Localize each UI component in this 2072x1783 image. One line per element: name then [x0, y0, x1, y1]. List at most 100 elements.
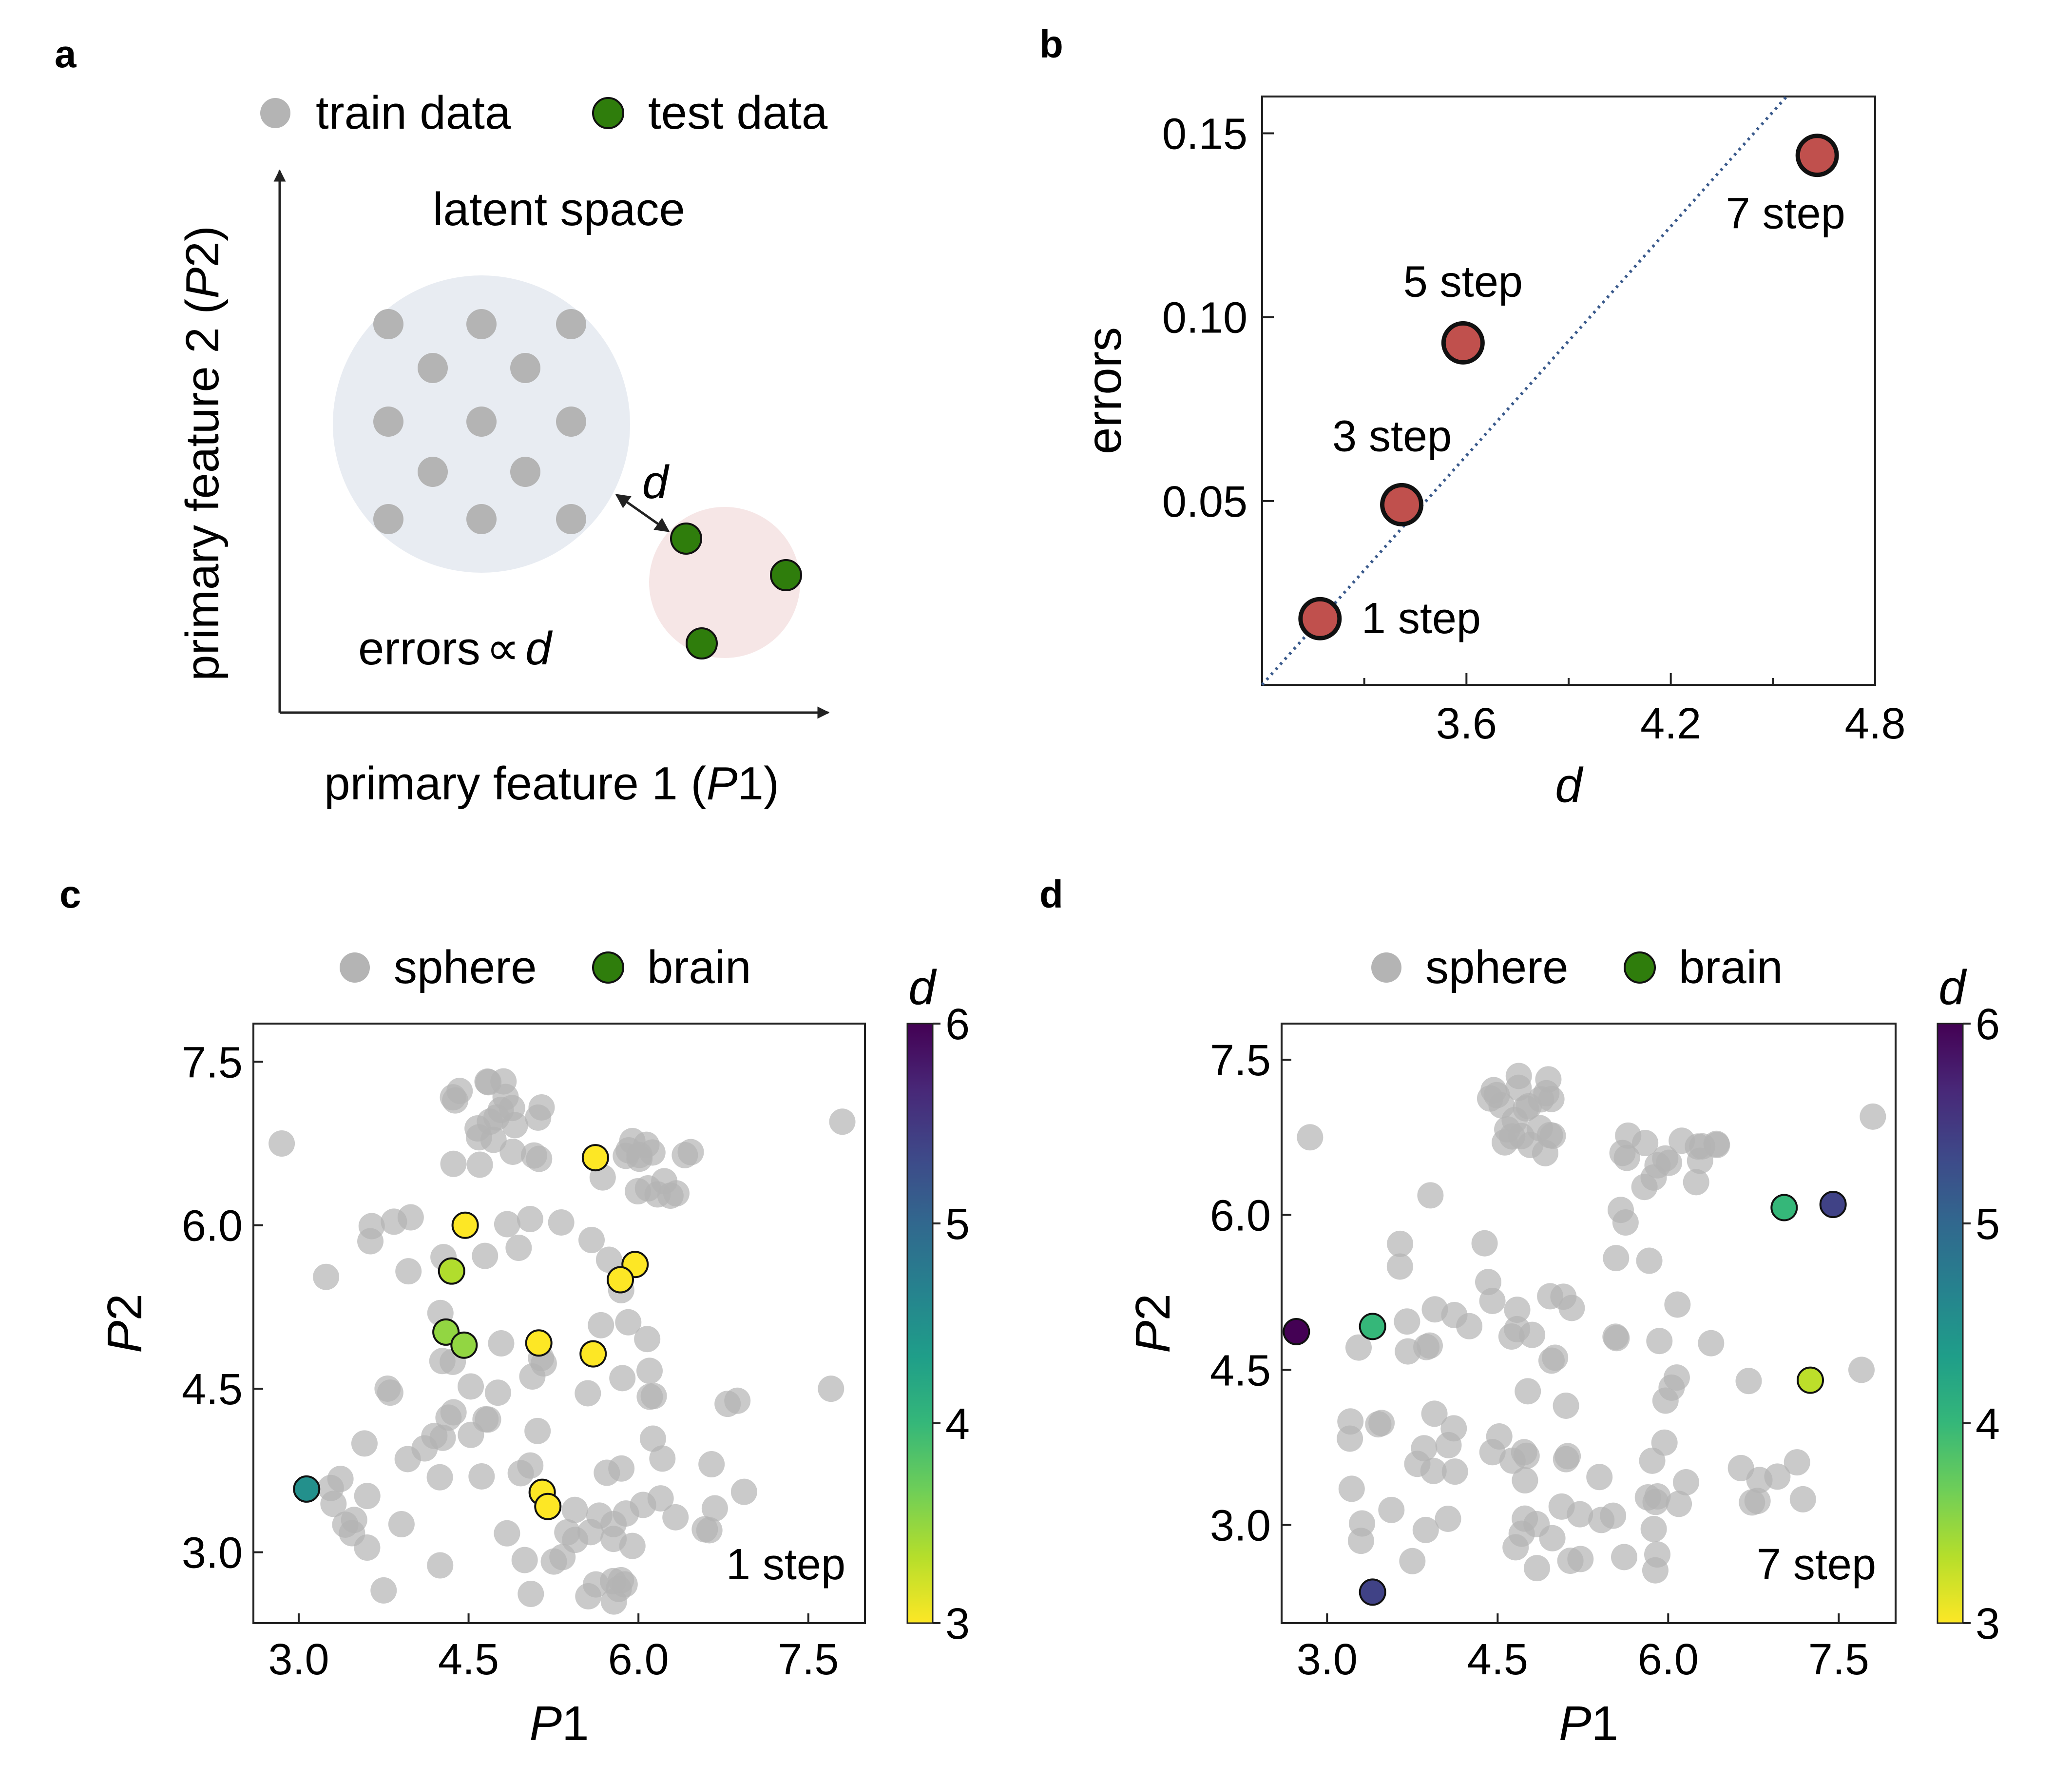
brain-point: [1797, 1366, 1824, 1394]
sphere-point: [1387, 1230, 1414, 1257]
sphere-point: [1338, 1475, 1365, 1502]
sphere-point: [530, 1350, 557, 1377]
sphere-point: [1602, 1323, 1629, 1350]
sphere-point: [1386, 1253, 1413, 1280]
chart-b-y-label: errors: [1077, 327, 1132, 454]
sphere-point: [313, 1263, 340, 1290]
y-tick-label: 0.10: [1162, 294, 1247, 343]
panel-b: b 3.6 4.2 4.8 0.05 0.10 0.15 1 step 3 step 5 ste…: [1039, 22, 1906, 813]
brain-point: [525, 1329, 553, 1357]
train-dot: [510, 353, 540, 383]
brain-point: [1359, 1578, 1386, 1606]
train-dot: [373, 504, 403, 534]
sphere-point: [370, 1577, 397, 1604]
legend-brain-marker: [1624, 951, 1656, 984]
sphere-point: [1735, 1368, 1762, 1395]
sphere-point: [327, 1466, 354, 1492]
colorbar: [906, 1023, 934, 1624]
sphere-point: [1535, 1066, 1562, 1093]
panel-b-label: b: [1039, 22, 1063, 66]
sphere-point: [595, 1246, 622, 1273]
sphere-point: [525, 1104, 552, 1131]
sphere-point: [1417, 1182, 1444, 1209]
sphere-point: [524, 1417, 551, 1444]
colorbar-label: d: [1938, 960, 1967, 1015]
sphere-point: [1646, 1328, 1673, 1355]
train-dot: [556, 309, 586, 339]
sphere-point: [1669, 1127, 1695, 1154]
latent-space-title: latent space: [433, 183, 685, 235]
train-dot: [466, 407, 497, 437]
sphere-point: [320, 1491, 347, 1517]
colorbar: [1937, 1023, 1964, 1624]
chart-c-y-label: P2: [97, 1294, 152, 1353]
sphere-point: [472, 1242, 499, 1269]
sphere-point: [1515, 1378, 1541, 1405]
sphere-point: [1739, 1489, 1765, 1516]
legend-sphere-label: sphere: [1425, 941, 1569, 993]
sphere-point: [1504, 1297, 1531, 1323]
sphere-point: [357, 1228, 384, 1255]
test-dot: [770, 559, 802, 591]
x-tick-label: 6.0: [1638, 1635, 1699, 1684]
chart-d: sphere brain 3.0 4.5 6.0 7.5 3.0 4.5 6.0 7.5 7 ste…: [1126, 941, 2000, 1751]
chart-d-frame: [1281, 1023, 1897, 1624]
chart-c: sphere brain 3.0 4.5 6.0 7.5 3.0 4.5 6.0 7.5 1 ste…: [97, 941, 970, 1751]
train-dot: [418, 353, 448, 383]
brain-point: [451, 1211, 479, 1239]
y-tick-label: 3.0: [182, 1529, 243, 1578]
y-tick-label: 0.05: [1162, 478, 1247, 526]
sphere-point: [1542, 1344, 1569, 1371]
x-tick-label: 4.8: [1844, 699, 1905, 748]
y-tick-label: 4.5: [182, 1365, 243, 1414]
sphere-point: [1516, 1093, 1542, 1120]
sphere-point: [1764, 1463, 1791, 1490]
sphere-point: [426, 1464, 453, 1491]
sphere-point: [1297, 1124, 1324, 1151]
panel-a-label: a: [55, 32, 77, 76]
sphere-point: [1639, 1447, 1666, 1474]
sphere-point: [1784, 1449, 1810, 1476]
sphere-point: [1640, 1515, 1667, 1542]
panel-c: c sphere brain 3.0 4.5 6.0 7.5 3.0 4.5 6.0 7.5 1 s…: [59, 872, 970, 1751]
brain-point: [450, 1331, 478, 1359]
chart-c-frame: [252, 1023, 866, 1624]
train-dot: [373, 309, 403, 339]
train-dot: [556, 504, 586, 534]
train-dot: [556, 407, 586, 437]
sphere-point: [640, 1383, 667, 1410]
legend-brain-marker: [592, 951, 624, 984]
sphere-point: [1513, 1442, 1540, 1469]
sphere-point: [517, 1206, 543, 1233]
error-point: [1298, 597, 1342, 640]
sphere-point: [468, 1463, 495, 1490]
x-tick-label: 4.2: [1640, 699, 1701, 748]
sphere-point: [615, 1309, 642, 1336]
sphere-point: [1480, 1077, 1507, 1104]
error-point: [1795, 134, 1839, 177]
sphere-point: [561, 1496, 588, 1523]
y-tick-label: 6.0: [1210, 1191, 1271, 1240]
chart-b-frame: [1261, 96, 1876, 686]
step-annotation: 7 step: [1757, 1540, 1876, 1589]
sphere-point: [1508, 1520, 1535, 1547]
sphere-point: [1504, 1316, 1531, 1342]
sphere-point: [458, 1421, 484, 1448]
sphere-point: [440, 1150, 467, 1177]
legend-train-marker: [260, 98, 290, 128]
sphere-point: [1553, 1392, 1579, 1419]
sphere-point: [1687, 1147, 1713, 1174]
panel-a-y-label: primary feature 2 (P2): [176, 226, 229, 681]
sphere-point: [548, 1209, 575, 1236]
x-tick-label: 3.0: [1297, 1635, 1358, 1684]
sphere-point: [1698, 1330, 1725, 1357]
y-tick-label: 7.5: [1210, 1036, 1271, 1085]
legend-sphere-label: sphere: [394, 941, 537, 993]
sphere-point: [1537, 1283, 1564, 1310]
brain-point: [534, 1492, 562, 1520]
sphere-point: [484, 1379, 511, 1406]
colorbar-tick-label: 4: [1976, 1400, 2000, 1449]
sphere-point: [1456, 1313, 1483, 1339]
sphere-point: [1644, 1541, 1671, 1568]
